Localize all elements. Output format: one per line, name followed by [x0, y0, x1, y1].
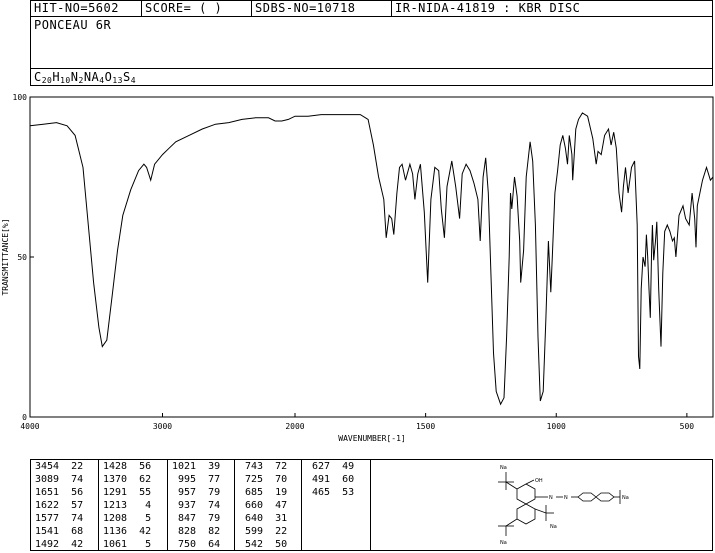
peak-entry: 1577 74	[35, 513, 84, 524]
struct-label-na-top: Na	[500, 465, 507, 471]
x-axis-label: WAVENUMBER[-1]	[338, 434, 405, 443]
peak-entry: 640 31	[239, 513, 288, 524]
peak-entry: 465 53	[306, 487, 355, 498]
compound-name: PONCEAU 6R	[34, 18, 112, 32]
ring-left-bottom	[516, 503, 536, 525]
formula-row: C20H10N2NA4O13S4	[31, 68, 712, 85]
formula-c: C	[34, 70, 42, 84]
peak-entry: 1021 39	[172, 461, 221, 472]
peak-entry: 1541 68	[35, 526, 84, 537]
y-axis-label: TRANSMITTANCE[%]	[1, 218, 10, 295]
formula-n: N	[70, 70, 79, 84]
struct-label-oh: OH	[535, 478, 543, 484]
y-tick-label: 0	[22, 413, 27, 422]
ring-right-b	[595, 492, 615, 502]
y-tick-label: 100	[13, 93, 28, 102]
peak-entry: 725 70	[239, 474, 288, 485]
peak-entry: 1208 5	[103, 513, 152, 524]
peak-entry: 828 82	[172, 526, 221, 537]
peak-entry: 750 64	[172, 539, 221, 550]
peak-entry: 1622 57	[35, 500, 84, 511]
peak-entry: 1291 55	[103, 487, 152, 498]
ring-right-a	[577, 492, 597, 502]
chemical-structure: Na OH N N Na Na Na	[498, 465, 629, 546]
peak-entry: 599 22	[239, 526, 288, 537]
formula-s: S	[122, 70, 131, 84]
peak-entry: 1651 56	[35, 487, 84, 498]
ir-info: IR-NIDA-41819 : KBR DISC	[391, 1, 712, 16]
x-tick-label: 1000	[547, 422, 566, 431]
peak-column-5: 627 49 491 60 465 53	[302, 460, 371, 550]
x-tick-label: 2000	[285, 422, 304, 431]
formula-h-count: 10	[60, 76, 71, 85]
x-tick-label: 1500	[416, 422, 435, 431]
spectrum-line	[29, 112, 714, 406]
peak-entry: 542 50	[239, 539, 288, 550]
peak-entry: 1370 62	[103, 474, 152, 485]
molecular-formula: C20H10N2NA4O13S4	[34, 70, 136, 85]
peak-entry: 937 74	[172, 500, 221, 511]
x-tick-label: 4000	[20, 422, 39, 431]
formula-na-count: 4	[99, 76, 105, 85]
formula-c-count: 20	[41, 76, 53, 85]
sdbs-number: SDBS-NO=10718	[251, 1, 391, 16]
peak-column-3: 1021 39 995 77 957 79 937 74 847 79 828 …	[168, 460, 235, 550]
x-tick-label: 500	[680, 422, 695, 431]
spectrum-header: HIT-NO=5602 SCORE= ( ) SDBS-NO=10718 IR-…	[30, 0, 713, 17]
formula-n-count: 2	[78, 76, 84, 85]
peak-entry: 1492 42	[35, 539, 84, 550]
peak-column-1: 3454 22 3089 74 1651 56 1622 57 1577 74 …	[31, 460, 99, 550]
peak-entry: 1136 42	[103, 526, 152, 537]
ring-left-top	[516, 483, 536, 505]
y-tick-label: 50	[17, 253, 27, 262]
peak-entry: 3454 22	[35, 461, 84, 472]
peak-entry: 957 79	[172, 487, 221, 498]
formula-o-count: 13	[112, 76, 123, 85]
formula-s-count: 4	[130, 76, 137, 85]
score: SCORE= ( )	[141, 1, 251, 16]
formula-h: H	[52, 70, 61, 84]
peak-entry: 491 60	[306, 474, 355, 485]
peak-entry: 3089 74	[35, 474, 84, 485]
struct-label-na-mid: Na	[550, 524, 557, 530]
peak-column-2: 1428 56 1370 62 1291 55 1213 4 1208 5 11…	[99, 460, 168, 550]
peak-entry: 995 77	[172, 474, 221, 485]
peak-entry: 1428 56	[103, 461, 152, 472]
struct-label-na-bottom: Na	[500, 540, 507, 546]
formula-o: O	[104, 70, 113, 84]
peak-entry: 743 72	[239, 461, 288, 472]
peak-entry: 660 47	[239, 500, 288, 511]
peak-entry: 847 79	[172, 513, 221, 524]
plot-frame	[29, 96, 714, 418]
x-tick-label: 3000	[153, 422, 172, 431]
peak-entry: 685 19	[239, 487, 288, 498]
struct-label-n1: N	[549, 495, 553, 501]
struct-label-n2: N	[564, 495, 568, 501]
peak-column-4: 743 72 725 70 685 19 660 47 640 31 599 2…	[235, 460, 302, 550]
peak-entry: 1213 4	[103, 500, 152, 511]
peak-entry: 1061 5	[103, 539, 152, 550]
formula-na: NA	[83, 70, 100, 84]
hit-number: HIT-NO=5602	[34, 1, 119, 15]
peak-table: 3454 22 3089 74 1651 56 1622 57 1577 74 …	[30, 459, 713, 551]
compound-box: PONCEAU 6R C20H10N2NA4O13S4	[30, 16, 713, 86]
struct-label-na-right: Na	[622, 495, 629, 501]
peak-entry: 627 49	[306, 461, 355, 472]
y-axis: 0 50 100	[13, 93, 34, 422]
ir-spectrum-chart: 0 50 100 4000 3000 2000 1500 1000 500 WAVENUMBE…	[1, 93, 714, 443]
x-axis: 4000 3000 2000 1500 1000 500	[20, 413, 694, 431]
